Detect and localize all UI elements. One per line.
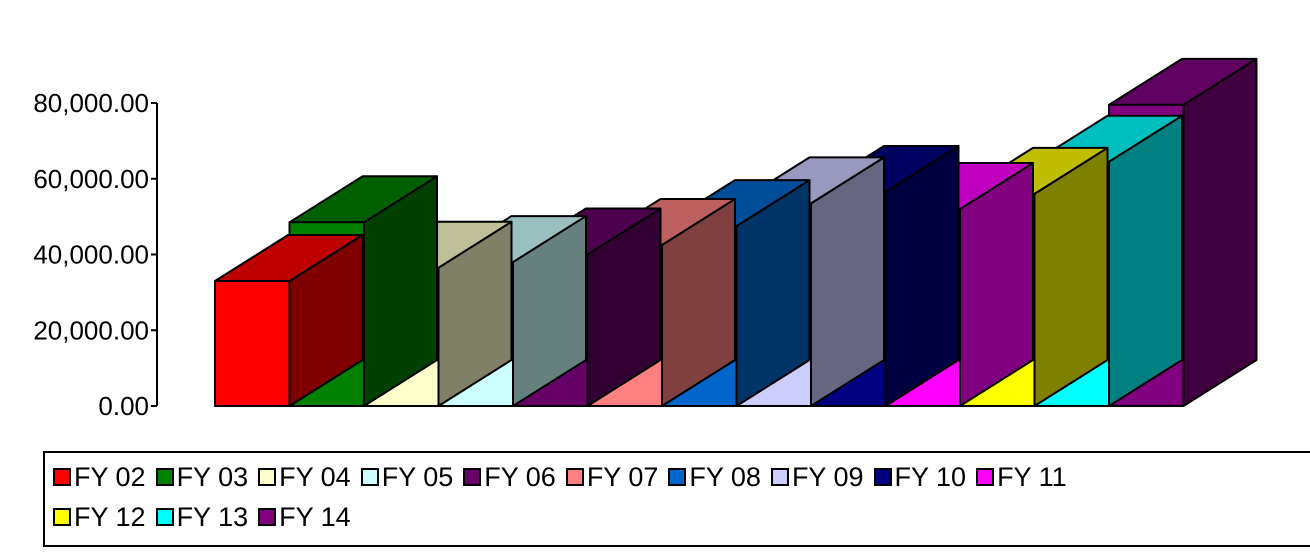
y-axis: 0.00 20,000.00 40,000.00 60,000.00 80,000.00 bbox=[33, 88, 158, 421]
legend-label: FY 08 bbox=[689, 461, 761, 492]
legend-item: FY 11 bbox=[976, 462, 1067, 493]
legend-swatch bbox=[463, 468, 482, 486]
legend-item: FY 14 bbox=[258, 502, 351, 533]
legend-item: FY 07 bbox=[565, 461, 659, 493]
y-tick-label: 20,000.00 bbox=[33, 315, 149, 345]
legend-swatch bbox=[53, 508, 71, 526]
bar-front bbox=[214, 280, 291, 407]
legend-swatch bbox=[770, 468, 789, 486]
y-tick-label: 40,000.00 bbox=[33, 240, 149, 270]
bar-side bbox=[1108, 114, 1183, 407]
legend-label: FY 11 bbox=[997, 461, 1067, 492]
legend-swatch bbox=[873, 468, 892, 486]
legend-row: FY 02 FY 03 FY 04 FY 05 FY 06 FY 07 FY 08 FY 09… bbox=[53, 459, 1077, 495]
legend-row: FY 12 FY 13 FY 14 bbox=[53, 499, 361, 535]
legend-swatch bbox=[155, 468, 174, 486]
bar-chart: 0.00 20,000.00 40,000.00 60,000.00 80,000.00 bbox=[33, 57, 1258, 421]
bar-side bbox=[1182, 57, 1258, 407]
legend-label: FY 06 bbox=[484, 461, 556, 492]
chart-legend: FY 02 FY 03 FY 04 FY 05 FY 06 FY 07 FY 08 FY 09… bbox=[43, 451, 1310, 547]
legend-label: FY 05 bbox=[381, 461, 454, 492]
legend-label: FY 12 bbox=[74, 501, 146, 532]
legend-swatch bbox=[565, 468, 584, 486]
legend-item: FY 12 bbox=[53, 502, 146, 533]
legend-label: FY 10 bbox=[894, 461, 967, 492]
y-tick-label: 60,000.00 bbox=[33, 164, 149, 194]
legend-swatch bbox=[258, 508, 277, 526]
legend-label: FY 03 bbox=[176, 461, 249, 492]
legend-label: FY 04 bbox=[279, 461, 351, 492]
legend-label: FY 07 bbox=[586, 461, 659, 492]
legend-item: FY 02 bbox=[53, 462, 146, 493]
legend-item: FY 03 bbox=[155, 461, 249, 493]
legend-swatch bbox=[976, 468, 995, 486]
legend-item: FY 13 bbox=[155, 501, 249, 533]
y-tick-label: 0.00 bbox=[98, 391, 149, 421]
legend-item: FY 05 bbox=[360, 461, 454, 493]
legend-label: FY 13 bbox=[176, 501, 249, 532]
legend-item: FY 06 bbox=[463, 462, 556, 493]
legend-label: FY 09 bbox=[791, 461, 864, 492]
bar-fy-02 bbox=[214, 234, 364, 407]
legend-swatch bbox=[53, 468, 71, 486]
legend-label: FY 02 bbox=[74, 461, 146, 492]
legend-item: FY 04 bbox=[258, 462, 351, 493]
legend-swatch bbox=[258, 468, 277, 486]
legend-item: FY 10 bbox=[873, 461, 967, 493]
legend-label: FY 14 bbox=[279, 501, 351, 532]
legend-swatch bbox=[360, 468, 379, 486]
legend-item: FY 08 bbox=[668, 462, 761, 493]
y-tick-label: 80,000.00 bbox=[33, 88, 149, 118]
legend-swatch bbox=[668, 468, 687, 486]
legend-swatch bbox=[155, 508, 174, 526]
legend-item: FY 09 bbox=[770, 461, 864, 493]
bar-series bbox=[214, 57, 1258, 407]
